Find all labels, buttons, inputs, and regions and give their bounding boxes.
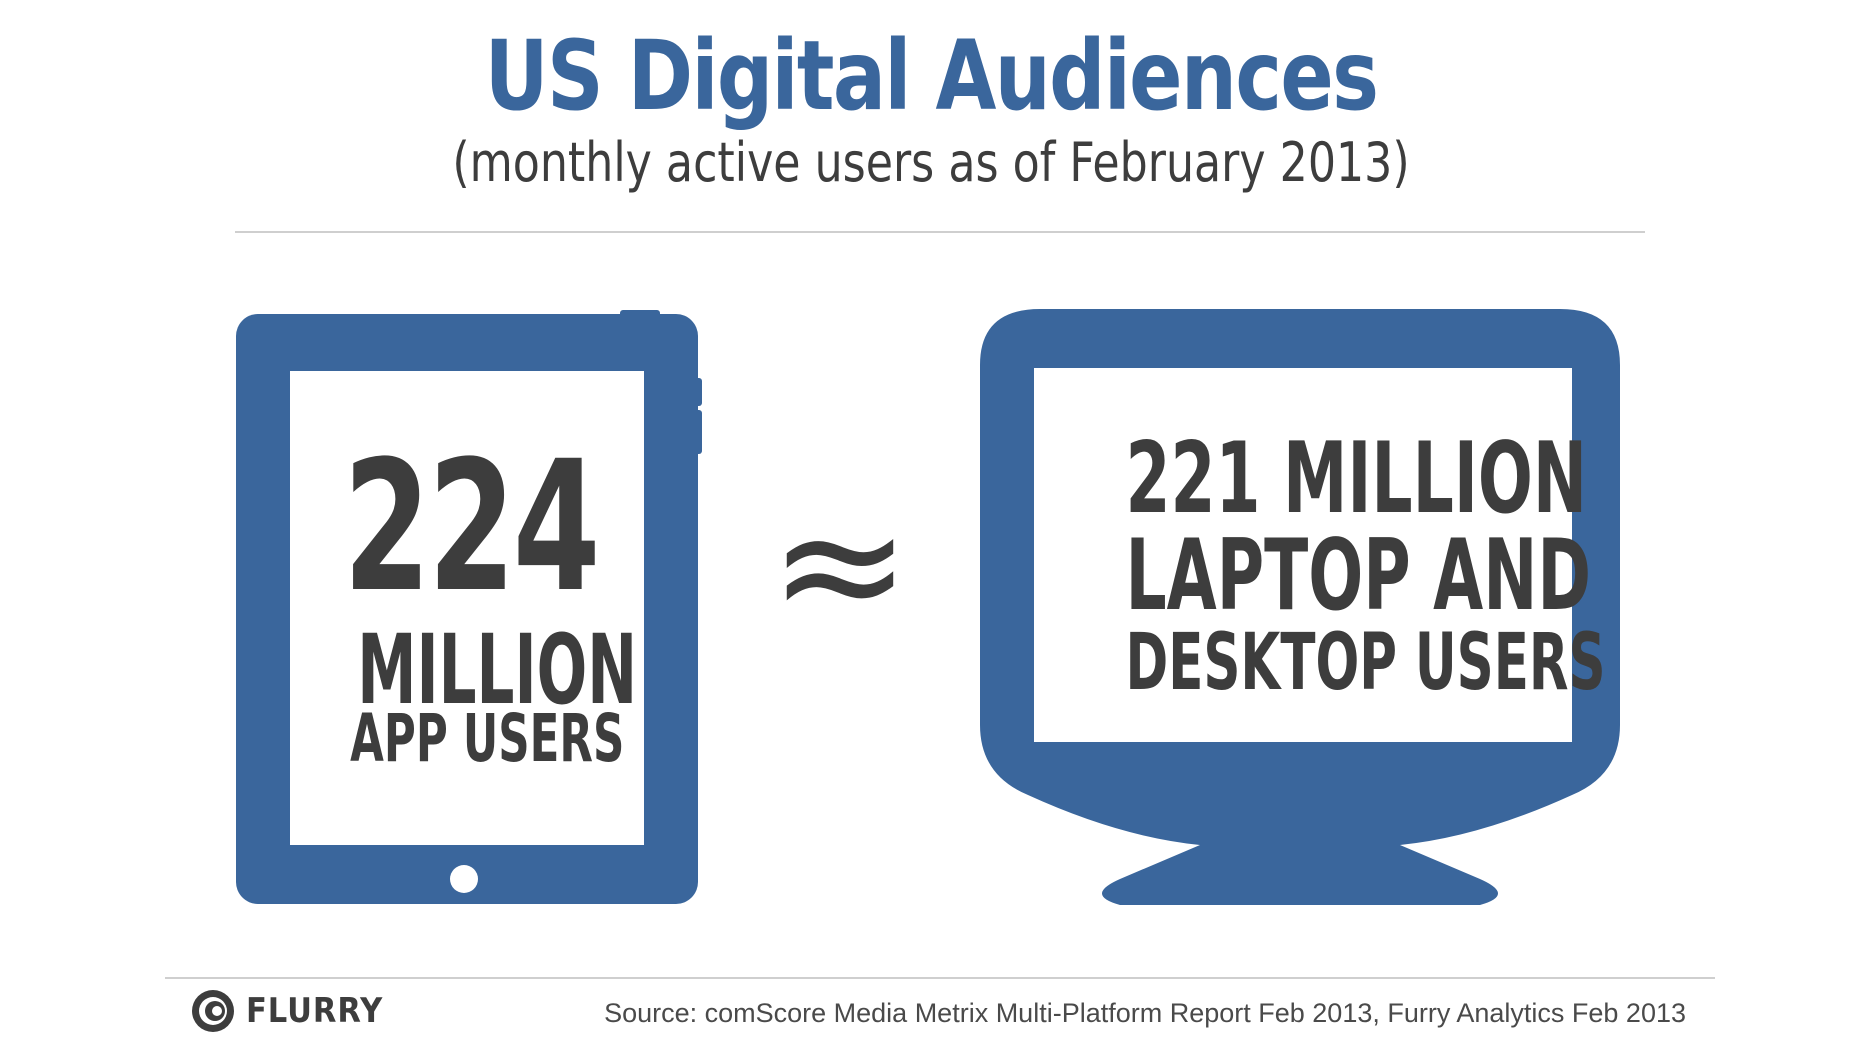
app-users-number: 224	[343, 423, 600, 632]
monitor-screen	[1034, 368, 1572, 742]
source-citation: Source: comScore Media Metrix Multi-Plat…	[604, 998, 1686, 1028]
approximately-equal-symbol: ≈	[768, 466, 912, 664]
app-users-label: APP USERS	[350, 700, 625, 777]
tablet-home-button	[450, 865, 478, 893]
tablet-volume-button	[694, 410, 702, 454]
tablet-side-button	[694, 378, 702, 406]
top-divider	[235, 231, 1645, 233]
desktop-users-label-line2: DESKTOP USERS	[1125, 618, 1606, 708]
flurry-brand: FLURRY	[246, 991, 384, 1031]
footer-divider	[165, 977, 1715, 979]
flurry-logo-icon	[192, 990, 234, 1032]
page-subtitle: (monthly active users as of February 201…	[452, 131, 1410, 194]
desktop-users-number: 221 MILLION	[1125, 422, 1588, 536]
desktop-users-label-line1: LAPTOP AND	[1125, 519, 1592, 633]
tablet-screen	[290, 371, 644, 845]
page-title: US Digital Audiences	[484, 20, 1379, 132]
